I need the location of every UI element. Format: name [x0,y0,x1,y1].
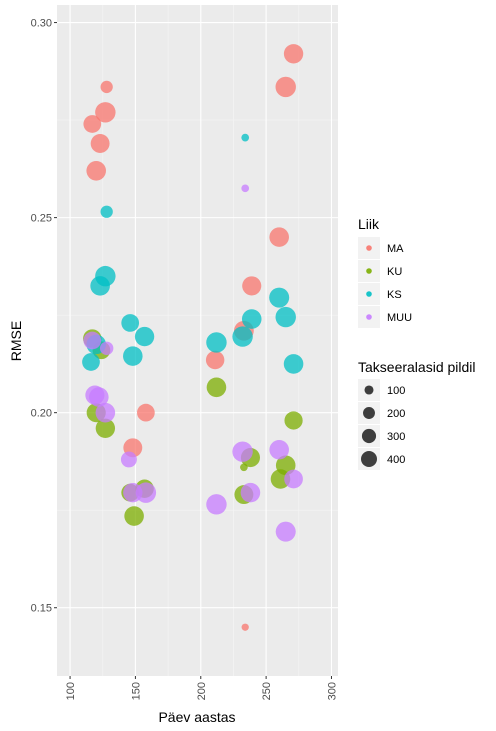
point-muu [240,482,261,503]
point-ks [241,309,262,329]
legend-size-label: 400 [387,454,405,466]
legend-size-label: 100 [387,385,405,397]
point-ma [90,134,110,153]
point-ma [137,403,155,422]
y-tick-label: 0.30 [31,18,52,30]
point-ks [275,306,296,328]
point-ks [95,265,116,287]
y-tick-label: 0.15 [31,603,52,615]
x-tick-label: 200 [196,682,208,700]
point-muu [284,469,303,489]
y-tick-label: 0.25 [31,213,52,225]
legend-label-ks: KS [387,289,402,301]
legend-size-key [364,385,374,395]
grid-lines [57,5,338,676]
x-tick-label: 250 [261,682,273,700]
y-tick-label: 0.20 [31,408,52,420]
point-ks [121,314,140,332]
point-ku [95,418,116,438]
point-ks [134,326,155,347]
data-points [82,44,304,631]
y-axis: 0.15 0.20 0.25 0.30 [31,18,57,615]
point-ma [95,102,116,123]
point-muu [232,441,253,462]
legend-size-key [361,451,377,467]
legend-key-ku [366,268,372,274]
legend-size-label: 300 [387,431,405,443]
point-ma [269,227,289,247]
x-tick-label: 100 [65,682,77,700]
point-muu [99,341,114,356]
x-axis: 100 150 200 250 300 [65,676,338,700]
legend-size-label: 200 [387,408,405,420]
color-legend-title: Liik [358,216,380,232]
point-muu [89,387,109,407]
legend-key-ma [366,245,372,251]
point-ma [86,161,106,181]
point-ma [205,350,225,370]
point-muu [269,439,289,460]
point-ks [123,346,143,366]
point-ks [206,332,227,353]
point-muu [135,482,157,503]
point-muu [275,521,296,542]
y-axis-title: RMSE [8,321,24,361]
point-ma [283,44,304,64]
point-muu [206,494,227,515]
point-ks [269,287,290,308]
color-legend: Liik MA KU KS MUU [358,216,412,328]
point-ma [100,80,113,94]
point-ku [284,411,303,430]
legend-size-key [361,428,377,444]
legend-label-muu: MUU [387,312,412,324]
x-tick-label: 300 [326,682,338,700]
point-ks [241,133,250,142]
legend-key-ks [366,291,372,297]
point-ks [82,353,100,371]
point-ku [124,506,144,526]
legend-key-muu [366,314,372,320]
x-tick-label: 150 [130,682,142,700]
point-ks [232,326,253,347]
point-muu [241,184,250,193]
legend-label-ma: MA [387,243,404,255]
point-muu [83,331,102,350]
point-muu [95,402,116,423]
legend-label-ku: KU [387,266,402,278]
point-ku [206,377,227,398]
point-muu [120,451,137,468]
x-axis-title: Päev aastas [158,709,235,725]
point-ma [242,276,262,296]
size-legend-title: Takseeralasid pildil [358,359,476,375]
point-ma [83,115,102,133]
size-legend: Takseeralasid pildil 100 200 300 400 [358,359,476,470]
point-ks [100,205,113,218]
legend-size-key [363,407,375,419]
point-ma [275,76,296,98]
point-ma [241,623,249,631]
point-ks [283,354,304,374]
